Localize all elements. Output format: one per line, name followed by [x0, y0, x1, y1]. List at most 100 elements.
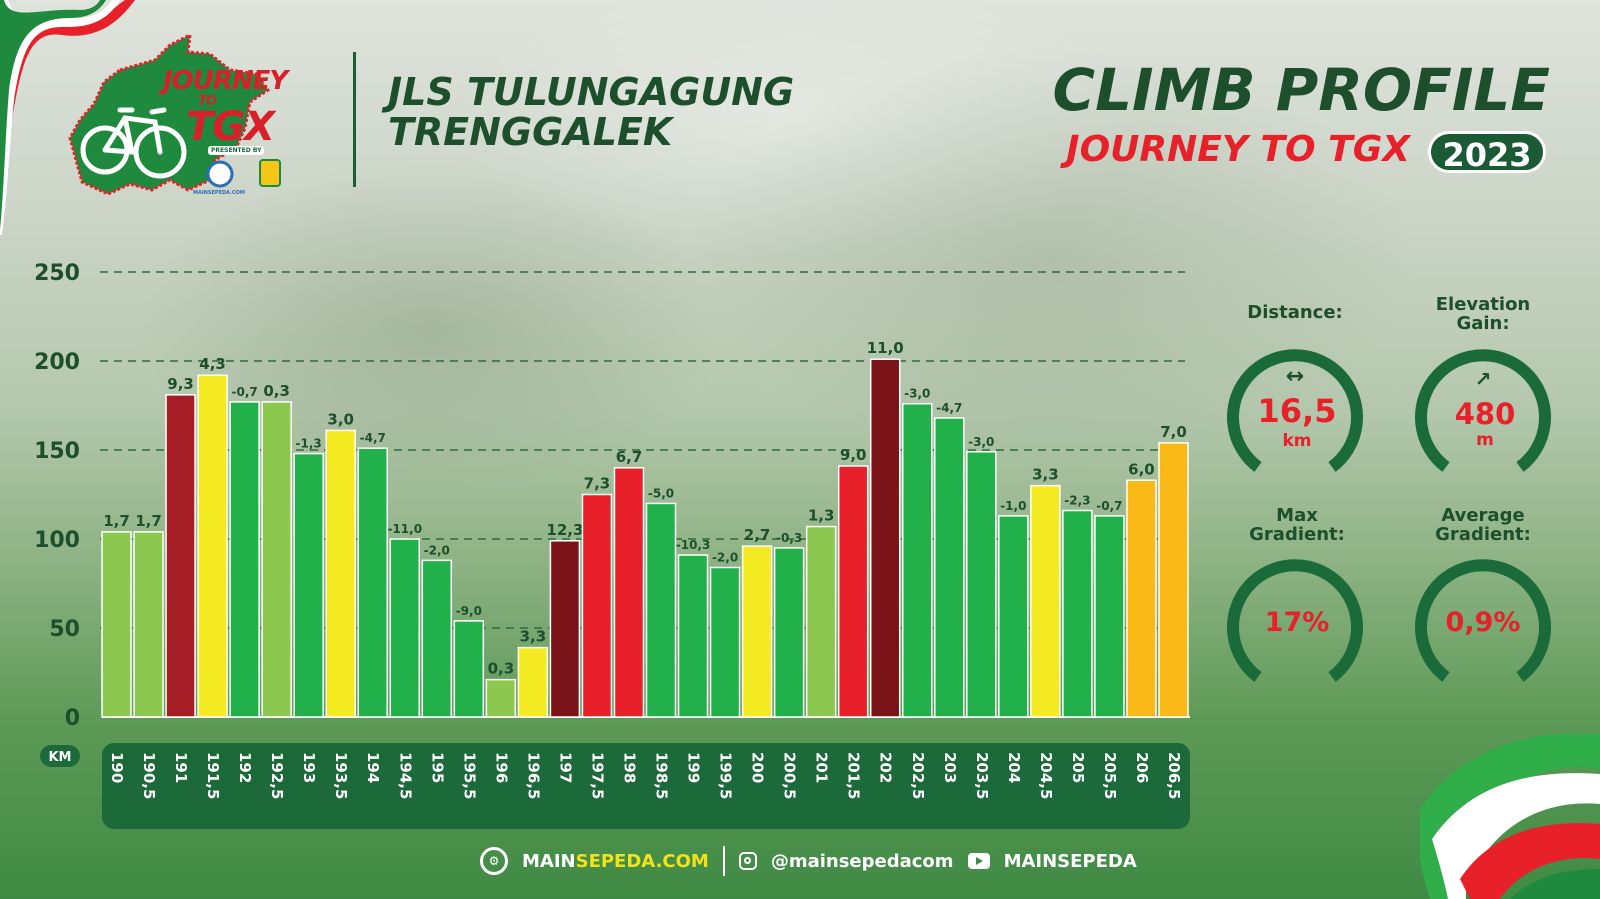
gradient-label: 3,3 [1032, 466, 1059, 484]
gradient-label: 0,3 [488, 660, 515, 678]
x-tick-label: 194 [364, 752, 382, 783]
gradient-label: 9,3 [167, 375, 194, 393]
x-axis-band [102, 743, 1190, 829]
journey-to-tgx-logo: JOURNEY TO TGX PRESENTED BY MAINSEPEDA.C… [60, 30, 300, 205]
footer-divider [722, 846, 725, 876]
x-tick-label: 193,5 [332, 752, 350, 799]
gradient-label: -0,7 [231, 385, 257, 399]
gradient-label: 7,3 [584, 475, 611, 493]
footer: ⚙ MAINSEPEDA.COM @mainsepedacom MAINSEPE… [480, 844, 1137, 878]
bar [709, 566, 741, 718]
bar [773, 547, 805, 718]
bar [293, 452, 324, 718]
x-tick-label: 202 [877, 752, 895, 783]
year-badge: 2023 [1428, 131, 1546, 174]
route-line-2: TRENGGALEK [388, 110, 673, 154]
gradient-label: -3,0 [904, 387, 930, 401]
bar [1030, 484, 1061, 718]
x-tick-label: 205,5 [1101, 752, 1119, 799]
bar [357, 447, 388, 718]
route-name: JLS TULUNGAGUNG TRENGGALEK [388, 72, 794, 152]
y-tick-label: 250 [34, 261, 80, 286]
x-tick-label: 199,5 [717, 752, 735, 799]
gradient-label: 1,3 [808, 507, 835, 525]
youtube-channel[interactable]: MAINSEPEDA [1003, 850, 1137, 872]
bar [517, 646, 549, 718]
website-part-2: SEPEDA.COM [575, 850, 709, 872]
x-tick-label: 206,5 [1165, 752, 1183, 799]
y-tick-label: 50 [49, 617, 80, 642]
sponsor-label: MAINSEPEDA.COM [193, 190, 245, 196]
gradient-label: -0,3 [776, 531, 802, 545]
bar [677, 554, 709, 718]
x-tick-label: 195,5 [460, 752, 478, 799]
logo-text-journey: JOURNEY [163, 66, 288, 96]
page-subtitle: JOURNEY TO TGX [1066, 129, 1410, 170]
chart-y-axis: 0 50 100 150 200 250 [34, 261, 80, 731]
gradient-label: 9,0 [840, 446, 867, 464]
x-tick-label: 197,5 [588, 752, 606, 799]
gradient-label: -11,0 [387, 522, 422, 536]
x-tick-label: 194,5 [396, 752, 414, 799]
gradient-label: -5,0 [648, 486, 674, 500]
instagram-icon [738, 852, 757, 870]
bar [902, 402, 933, 718]
x-tick-label: 198 [620, 752, 638, 783]
y-tick-label: 200 [34, 350, 80, 375]
gradient-label: -1,0 [1000, 499, 1026, 513]
x-tick-label: 192,5 [268, 752, 286, 799]
gradient-label: 11,0 [867, 339, 904, 357]
bar [261, 401, 292, 718]
x-tick-label: 190,5 [140, 752, 158, 799]
bar [934, 417, 965, 718]
bar [1094, 515, 1125, 718]
gradient-label: -4,7 [936, 401, 962, 415]
x-tick-label: 191 [172, 752, 190, 783]
bar [998, 515, 1029, 718]
gradient-label: 4,3 [199, 355, 226, 373]
presented-by-label: PRESENTED BY [208, 146, 265, 155]
bar [966, 451, 997, 718]
chart-x-labels: 190 190,5 191 191,5 192 192,5 193 193,5 194 194,5… [108, 752, 1183, 799]
logo-text-tgx: TGX [186, 104, 275, 150]
x-tick-label: 193 [300, 752, 318, 783]
gradient-label: 6,0 [1128, 460, 1155, 478]
bar [837, 465, 869, 718]
x-tick-label: 205 [1069, 752, 1087, 783]
x-tick-label: 200 [749, 752, 767, 783]
x-tick-label: 206 [1133, 752, 1151, 783]
bar [229, 401, 260, 718]
x-tick-label: 203,5 [973, 752, 991, 799]
gradient-label: -0,7 [1096, 499, 1122, 513]
gradient-label: 0,3 [263, 382, 290, 400]
bar [197, 374, 228, 718]
x-tick-label: 195 [428, 752, 446, 783]
bar [165, 394, 196, 718]
x-tick-label: 191,5 [204, 752, 222, 799]
bar [1062, 509, 1093, 718]
gradient-label: -9,0 [456, 604, 482, 618]
x-axis-unit: KM [48, 750, 71, 765]
bar [1158, 442, 1189, 718]
x-tick-label: 200,5 [781, 752, 799, 799]
bar [389, 538, 421, 718]
x-tick-label: 204 [1005, 752, 1023, 783]
x-tick-label: 197 [556, 752, 574, 783]
gradient-label: -2,0 [424, 543, 450, 557]
x-tick-label: 202,5 [909, 752, 927, 799]
instagram-handle[interactable]: @mainsepedacom [770, 850, 954, 872]
gradient-label: 12,3 [546, 521, 583, 539]
chart-bars: 1,7 1,79,34,3-0,7 0,3-1,33,0-4,7-11,0-2,0-… [101, 339, 1189, 718]
x-tick-label: 196,5 [524, 752, 542, 799]
ribbon-decoration-top-left [0, 0, 135, 235]
page-title: CLIMB PROFILE [1052, 56, 1550, 124]
website-link[interactable]: MAINSEPEDA.COM [522, 851, 709, 872]
x-tick-label: 199 [685, 752, 703, 783]
bar [549, 540, 581, 718]
gradient-label: -2,3 [1064, 494, 1090, 508]
ribbon-decoration-bottom-right [1420, 733, 1600, 899]
gradient-label: -4,7 [360, 431, 386, 445]
x-tick-label: 198,5 [653, 752, 671, 799]
bike-gear-icon: ⚙ [480, 847, 508, 875]
x-tick-label: 192 [236, 752, 254, 783]
